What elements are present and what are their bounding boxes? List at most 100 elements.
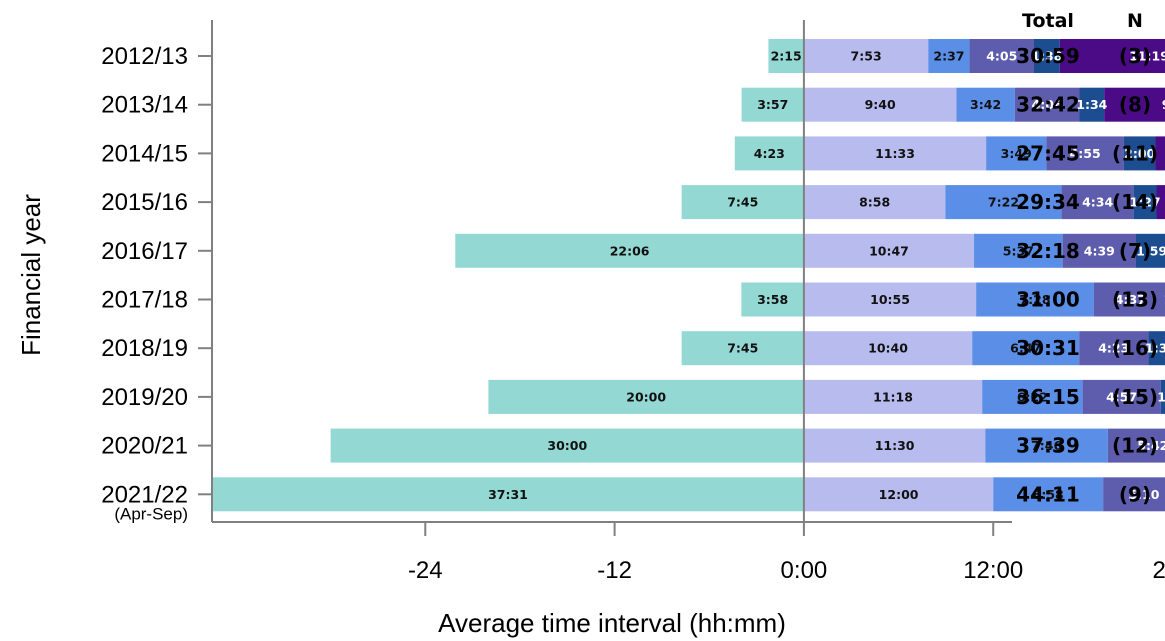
x-tick-label: 0:00 [781, 557, 828, 584]
segment-label: 1:27 [1130, 195, 1161, 210]
segment-label: 4:23 [1098, 341, 1129, 356]
row-count: (16) [1112, 336, 1158, 360]
segment-label: 12:00 [879, 487, 919, 502]
y-tick-label: 2017/18 [101, 287, 188, 314]
y-tick-label: 2016/17 [101, 238, 188, 265]
y-tick-label: 2012/13 [101, 43, 188, 70]
row-total: 29:34 [1016, 190, 1080, 214]
segment-label: 4:34 [1082, 195, 1113, 210]
segment-label: 9:40 [865, 97, 896, 112]
bars-layer [212, 39, 1165, 512]
bar-segment [972, 331, 1080, 366]
segment-label: 11:33 [875, 146, 915, 161]
bar-segment [1059, 39, 1165, 73]
y-tick-label: 2020/21 [101, 433, 188, 460]
row-count: (8) [1119, 93, 1151, 117]
bar-segment [1104, 87, 1165, 122]
bar-segment [330, 428, 804, 463]
segment-label: 4:23 [754, 146, 785, 161]
segment-label: 4:39 [1084, 243, 1115, 258]
segment-label: 3:49 [1001, 146, 1032, 161]
bar-segment [1155, 136, 1165, 171]
text-layer: Total N Average time interval (hh:mm) Fi… [16, 10, 1165, 638]
segment-label: 1:33 [1145, 341, 1165, 356]
row-count: (13) [1112, 288, 1158, 312]
bar-segment [956, 87, 1015, 122]
row-count: (14) [1112, 190, 1158, 214]
segment-label: 11:18 [873, 389, 913, 404]
axes-layer [198, 20, 1012, 536]
segment-label: 4:37 [1115, 292, 1146, 307]
bar-segment [1061, 185, 1134, 220]
row-count: (12) [1112, 434, 1158, 458]
segment-label: 7:22 [988, 195, 1019, 210]
bar-segment [1133, 185, 1157, 220]
row-total: 44:11 [1016, 482, 1080, 506]
segment-label: 7:45 [727, 341, 758, 356]
segment-label: 1:33 [1163, 292, 1165, 307]
segment-label: 4:57 [1106, 389, 1137, 404]
bar-segment [928, 39, 970, 73]
bar-segment [681, 185, 804, 220]
bar-segment [1123, 136, 1156, 171]
segment-label: 20:00 [626, 389, 666, 404]
bar-segment [1103, 477, 1165, 512]
bar-segment [1107, 428, 1165, 463]
bar-segment [1079, 331, 1149, 366]
y-tick-label: 2018/19 [101, 335, 188, 362]
x-tick-label: 12:00 [963, 557, 1023, 584]
bar-segment [1160, 379, 1165, 414]
row-total: 31:00 [1016, 288, 1080, 312]
bar-segment [768, 39, 804, 73]
bar-segment [1062, 233, 1136, 268]
bar-segment [803, 428, 986, 463]
row-total: 37:39 [1016, 434, 1080, 458]
bar-segment [741, 282, 804, 317]
bar-segment [803, 233, 975, 268]
bar-segment [1093, 282, 1165, 317]
segment-label: 3:42 [970, 97, 1001, 112]
segment-label: 2:00 [1124, 146, 1155, 161]
bar-segment [803, 379, 983, 414]
bar-segment [945, 185, 1062, 220]
bar-segment [741, 87, 804, 122]
y-axis-label: Financial year [16, 194, 46, 356]
total-column-header: Total [1022, 10, 1074, 32]
bar-segment [803, 136, 987, 171]
segment-label: 8:58 [859, 195, 890, 210]
row-total: 36:15 [1016, 385, 1080, 409]
row-total: 27:45 [1016, 141, 1080, 165]
segment-label: 6:58 [1033, 487, 1064, 502]
segment-label: 3:57 [757, 97, 788, 112]
row-count: (11) [1112, 141, 1158, 165]
row-count: (15) [1112, 385, 1158, 409]
bar-segment [803, 39, 929, 73]
x-tick-label: 24:00 [1153, 557, 1165, 584]
segment-label: 22:06 [610, 243, 650, 258]
bar-segment [1156, 185, 1165, 220]
x-tick-label: -12 [597, 557, 632, 584]
bar-segment [803, 185, 946, 220]
bar-segment [1135, 233, 1165, 268]
row-count: (3) [1119, 44, 1151, 68]
row-total: 32:18 [1016, 239, 1080, 263]
y-tick-label: 2014/15 [101, 140, 188, 167]
segment-label: 5:10 [1128, 487, 1159, 502]
x-tick-label: -24 [408, 557, 443, 584]
x-axis-label: Average time interval (hh:mm) [438, 608, 786, 638]
y-tick-sublabel: (Apr-Sep) [114, 504, 188, 523]
bar-segment [488, 379, 804, 414]
bar-segment [734, 136, 804, 171]
y-tick-label: 2013/14 [101, 92, 188, 119]
row-total: 30:31 [1016, 336, 1080, 360]
bar-segment [1046, 136, 1124, 171]
n-column-header: N [1127, 10, 1143, 32]
y-tick-label: 2021/22 [101, 481, 188, 508]
bar-segment [976, 282, 1094, 317]
segment-label: 7:45 [727, 195, 758, 210]
segment-label: 10:40 [868, 341, 908, 356]
segment-label: 11:30 [875, 438, 915, 453]
segment-label: 37:31 [488, 487, 528, 502]
segment-label: 1:38 [1031, 49, 1062, 64]
row-count: (7) [1119, 239, 1151, 263]
